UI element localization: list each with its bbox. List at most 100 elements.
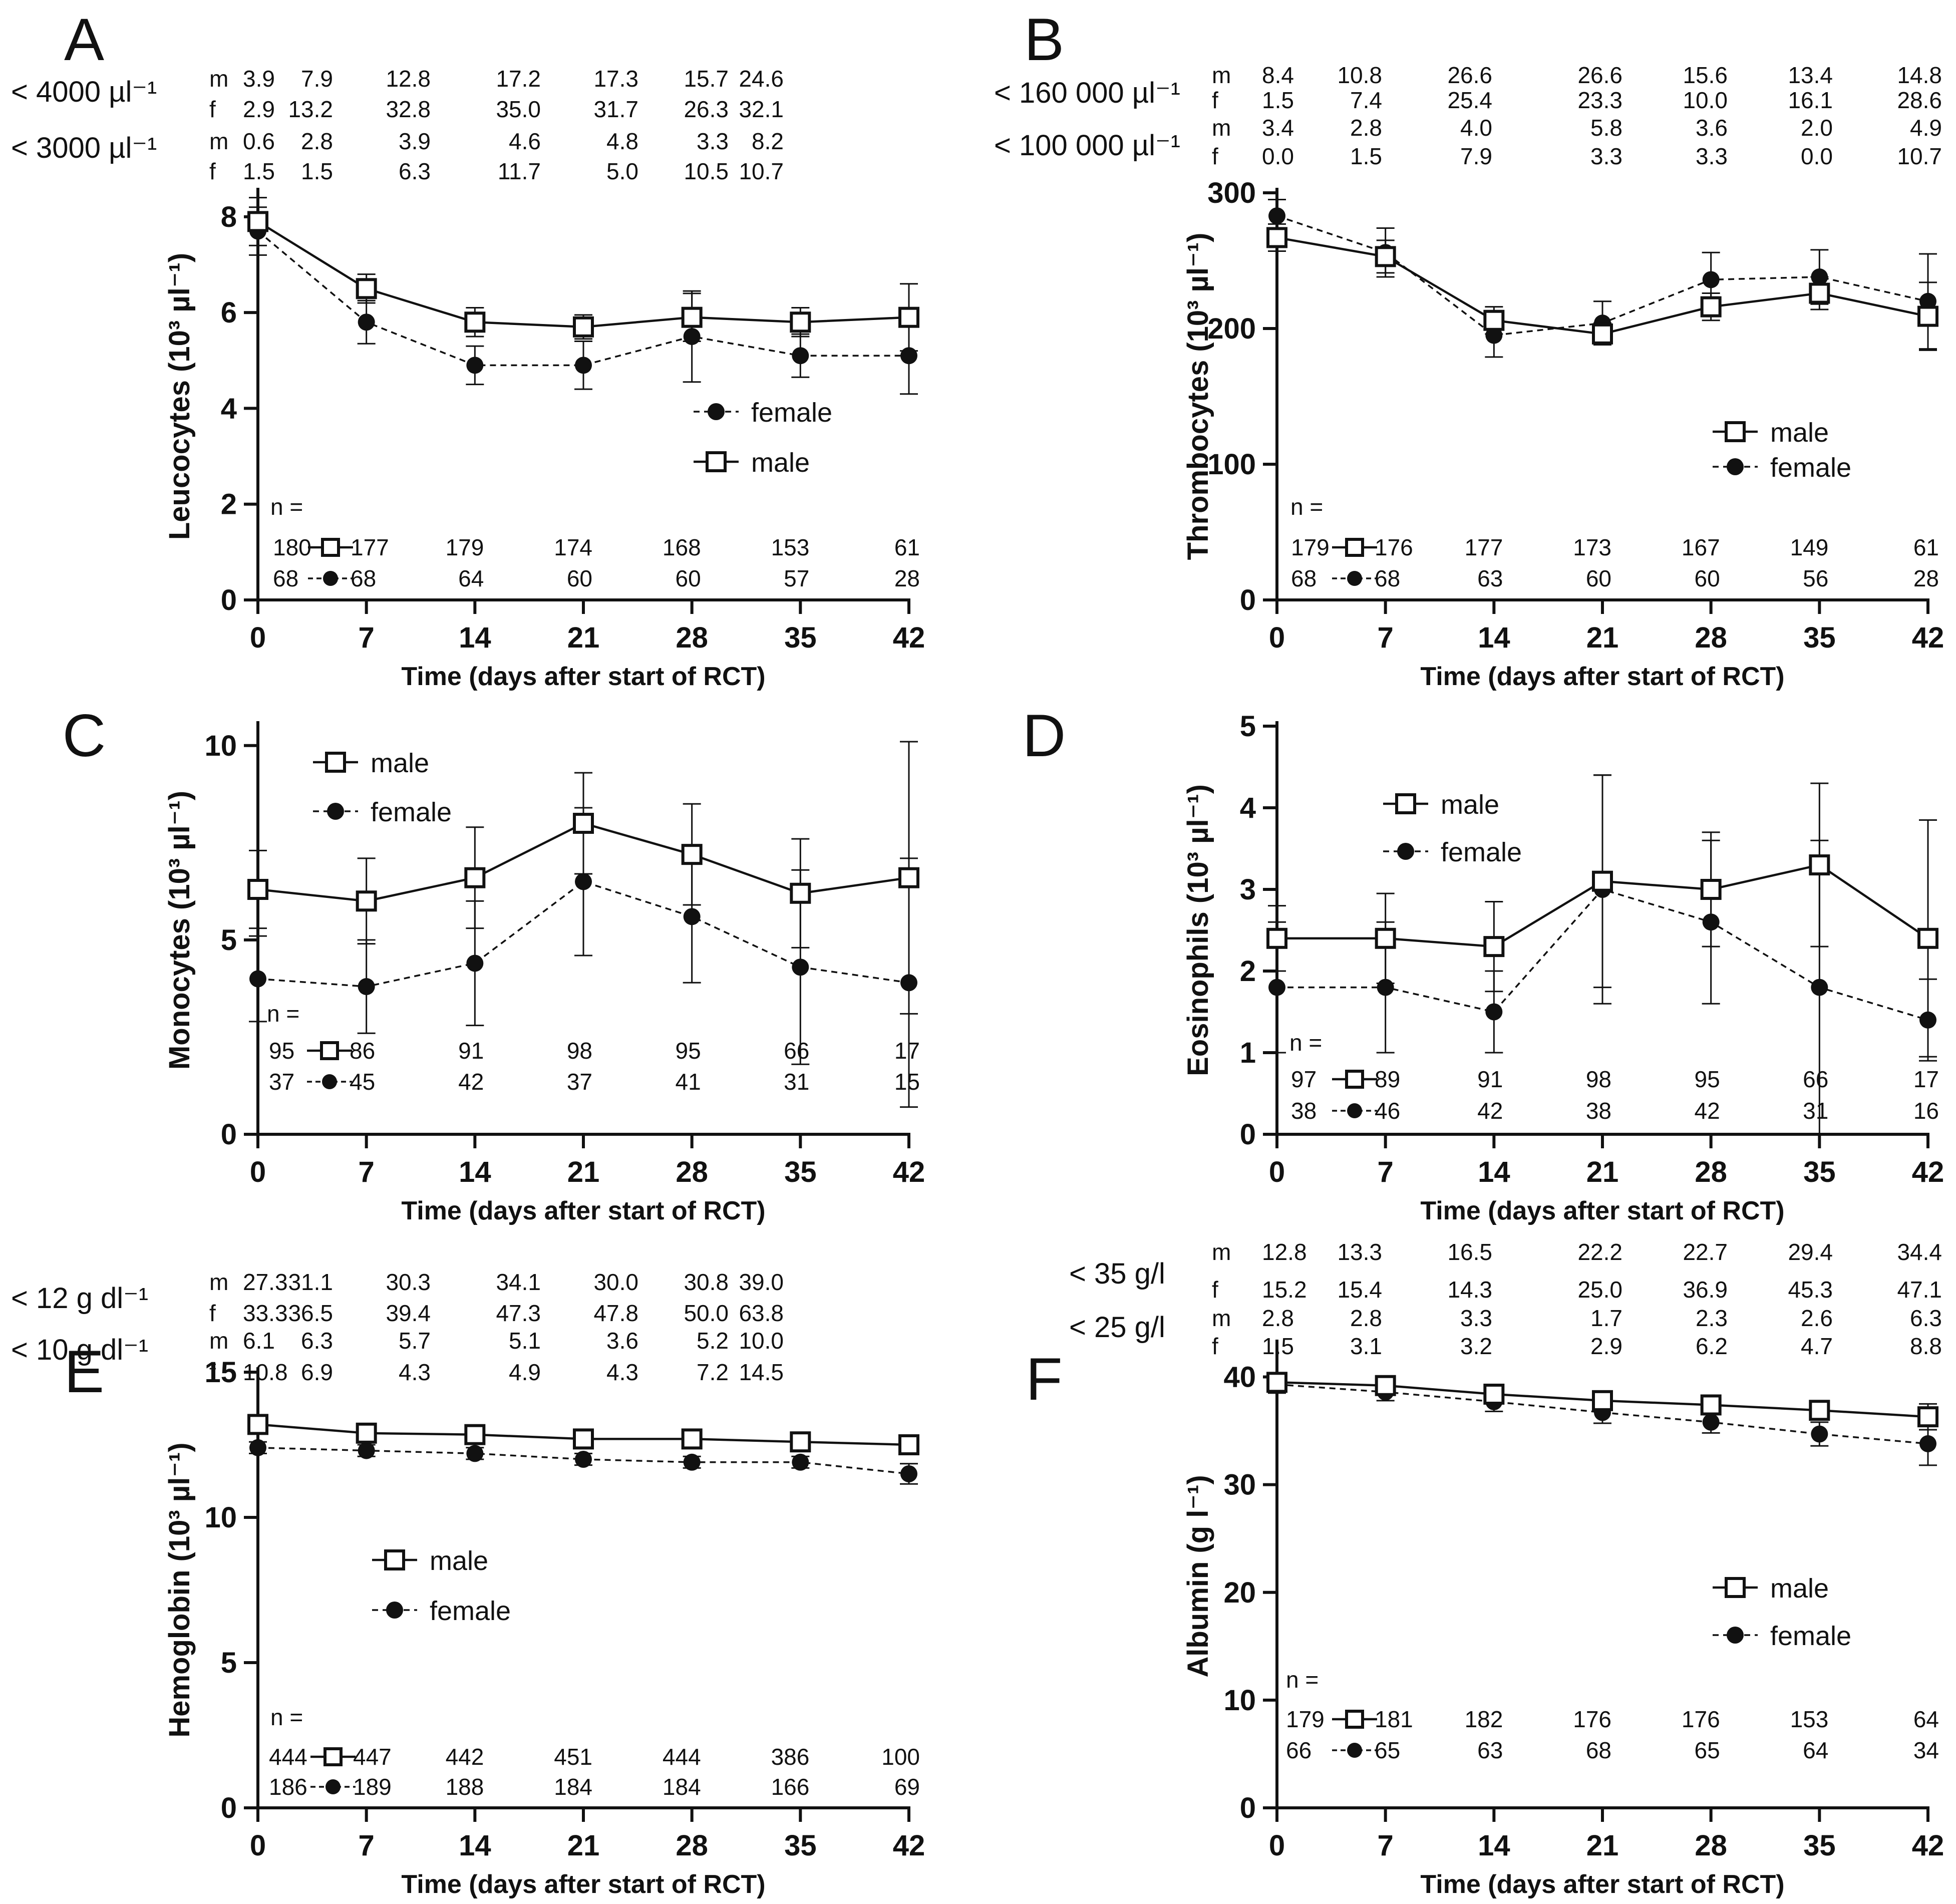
data-point-male xyxy=(1917,305,1938,327)
data-point-male xyxy=(573,1428,594,1450)
panel-letter: E xyxy=(64,1338,104,1405)
n-count: 176 xyxy=(1573,1706,1611,1732)
data-point-male xyxy=(681,1428,703,1450)
y-tick-label: 15 xyxy=(204,1356,237,1389)
n-row-female: 37 45 42 37 41 31 15 xyxy=(269,1069,920,1095)
data-point-male xyxy=(573,813,594,834)
n-count: 63 xyxy=(1477,565,1503,591)
threshold-value: 47.1 xyxy=(1897,1277,1942,1303)
y-tick-label: 3 xyxy=(1240,873,1256,906)
threshold-value: 10.0 xyxy=(1683,87,1728,113)
threshold-value: 6.9 xyxy=(301,1359,333,1385)
threshold-sex: m xyxy=(209,1328,228,1354)
n-count: 186 xyxy=(269,1774,307,1800)
threshold-value: 32.1 xyxy=(739,96,784,122)
n-count: 63 xyxy=(1477,1737,1503,1763)
legend-item-female: female xyxy=(694,398,832,428)
threshold-value: 10.0 xyxy=(739,1328,784,1354)
threshold-value: 2.3 xyxy=(1696,1305,1728,1331)
threshold-value: 17.3 xyxy=(593,66,638,92)
legend-label: male xyxy=(430,1546,488,1576)
threshold-value: 26.3 xyxy=(684,96,729,122)
threshold-value: 15.6 xyxy=(1683,62,1728,88)
data-point-male xyxy=(1483,936,1505,958)
y-tick-label: 8 xyxy=(221,201,237,233)
legend-item-male: male xyxy=(1383,790,1499,820)
n-count: 180 xyxy=(273,534,311,560)
legend-label: female xyxy=(1441,837,1522,867)
y-tick-label: 10 xyxy=(204,730,237,762)
n-count: 16 xyxy=(1913,1098,1939,1124)
x-tick-label: 0 xyxy=(1269,621,1285,654)
threshold-value: 4.0 xyxy=(1460,115,1492,141)
threshold-value: 7.2 xyxy=(697,1359,729,1385)
y-tick-label: 4 xyxy=(221,392,237,425)
threshold-sex: m xyxy=(209,128,228,154)
threshold-value: 1.5 xyxy=(1262,87,1294,113)
data-point-female xyxy=(792,347,809,365)
threshold-value: 6.1 xyxy=(243,1328,275,1354)
y-tick-label: 40 xyxy=(1223,1361,1256,1394)
threshold-value: 12.8 xyxy=(1262,1239,1307,1265)
y-tick-label: 100 xyxy=(1207,448,1256,481)
threshold-value: 47.8 xyxy=(593,1300,638,1326)
n-count: 181 xyxy=(1375,1706,1413,1732)
threshold-value: 2.6 xyxy=(1801,1305,1833,1331)
legend-label: male xyxy=(371,748,429,778)
threshold-value: 3.9 xyxy=(243,66,275,92)
data-point-female xyxy=(249,970,266,988)
y-axis-label: Leucocytes (10³ µl⁻¹) xyxy=(163,253,196,540)
n-count: 46 xyxy=(1375,1098,1400,1124)
threshold-group: < 12 g dl⁻¹ m 27.3 31.1 30.3 34.1 30.0 30.8 39.0… xyxy=(11,1269,784,1326)
x-tick-label: 21 xyxy=(567,1156,600,1188)
n-count: 31 xyxy=(1803,1098,1828,1124)
legend-item-female: female xyxy=(372,1596,511,1626)
n-row-marker-male xyxy=(1345,1710,1364,1729)
x-tick-label: 42 xyxy=(1912,1156,1944,1188)
n-count: 174 xyxy=(554,534,592,560)
series-female xyxy=(249,206,918,395)
data-point-male xyxy=(1266,927,1287,949)
y-tick-label: 5 xyxy=(1240,710,1256,743)
n-count: 184 xyxy=(554,1774,592,1800)
threshold-value: 10.5 xyxy=(684,158,729,184)
threshold-value: 35.0 xyxy=(496,96,541,122)
n-count: 64 xyxy=(458,565,484,591)
series-male xyxy=(247,741,919,1015)
data-point-male xyxy=(1700,879,1722,900)
threshold-value: 4.3 xyxy=(399,1359,431,1385)
legend-label: male xyxy=(751,448,810,478)
threshold-value: 50.0 xyxy=(684,1300,729,1326)
n-row-marker-female xyxy=(323,571,338,586)
data-point-male xyxy=(1266,227,1287,248)
legend-item-male: male xyxy=(1713,418,1829,448)
series-male xyxy=(1266,774,1938,1058)
n-row-male: 179 176 177 173 167 149 61 xyxy=(1291,534,1939,560)
threshold-value: 3.3 xyxy=(1590,143,1622,169)
legend-item-male: male xyxy=(694,448,810,478)
x-tick-label: 21 xyxy=(567,621,600,654)
threshold-value: 0.0 xyxy=(1262,143,1294,169)
threshold-sex: m xyxy=(209,66,228,92)
data-point-male xyxy=(356,278,377,299)
n-count: 64 xyxy=(1803,1737,1828,1763)
threshold-value: 5.2 xyxy=(697,1328,729,1354)
x-axis-label: Time (days after start of RCT) xyxy=(401,662,765,691)
n-row-male: 179 181 182 176 176 153 64 xyxy=(1286,1706,1939,1732)
threshold-label: < 3000 µl⁻¹ xyxy=(11,132,157,164)
threshold-sex: f xyxy=(1212,1277,1218,1303)
threshold-value: 4.3 xyxy=(606,1359,638,1385)
data-point-male xyxy=(1375,927,1396,949)
threshold-group: < 160 000 µl⁻¹ m 8.4 10.8 26.6 26.6 15.6 13.4 14… xyxy=(994,62,1942,113)
series-male xyxy=(1266,1372,1938,1431)
n-label: n = xyxy=(1290,494,1323,520)
legend-marker-female xyxy=(1727,1627,1744,1644)
panel-d: D 0 1 2 3 4 5 0 7 14 21 28 35 42 Time (days after star… xyxy=(1023,702,1944,1225)
data-point-female xyxy=(1268,979,1285,996)
threshold-value: 25.0 xyxy=(1577,1277,1622,1303)
threshold-group: < 4000 µl⁻¹ m 3.9 7.9 12.8 17.2 17.3 15.7 24.6 f 2… xyxy=(11,66,784,122)
n-count: 153 xyxy=(1790,1706,1829,1732)
legend-marker-male xyxy=(1395,793,1416,814)
threshold-value: 29.4 xyxy=(1788,1239,1833,1265)
threshold-label: < 160 000 µl⁻¹ xyxy=(994,77,1180,109)
